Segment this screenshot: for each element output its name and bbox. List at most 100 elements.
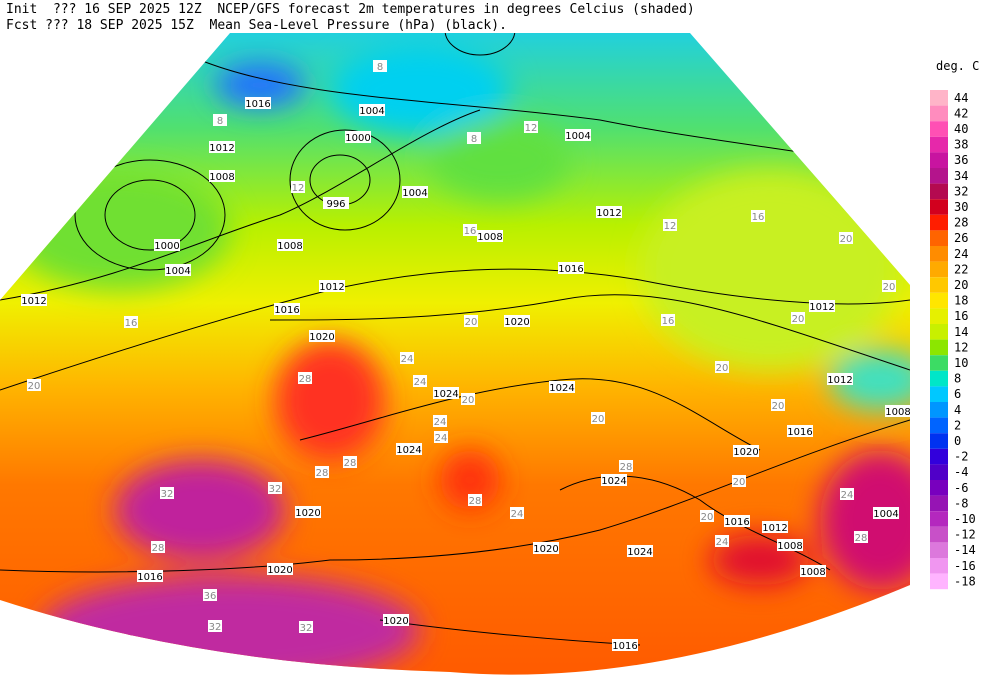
temperature-label-box xyxy=(663,219,677,231)
isobar-label-box xyxy=(396,443,422,455)
colorbar-swatch xyxy=(930,308,948,324)
temperature-label-box xyxy=(839,232,853,244)
isobar-label: 1008 xyxy=(885,407,910,418)
colorbar-label: 14 xyxy=(954,325,968,339)
colorbar-swatch xyxy=(930,339,948,356)
temperature-label-box xyxy=(771,399,785,411)
colorbar-label: 2 xyxy=(954,418,961,432)
temperature-label: 24 xyxy=(841,490,854,501)
temperature-label-box xyxy=(299,621,313,633)
colorbar-swatch xyxy=(930,448,948,465)
colorbar-label: -8 xyxy=(954,496,968,510)
temperature-label: 28 xyxy=(469,496,482,507)
colorbar-swatch xyxy=(930,355,948,371)
isobar-label: 1012 xyxy=(209,143,234,154)
isobar-label-box xyxy=(596,206,622,218)
temperature-label-box xyxy=(591,412,605,424)
isobar-label: 1008 xyxy=(277,241,302,252)
temperature-label: 20 xyxy=(465,317,478,328)
temperature-label-box xyxy=(854,531,868,543)
temperature-label-box xyxy=(151,541,165,553)
temperature-label-box xyxy=(203,589,217,601)
legend-title: deg. C xyxy=(936,59,979,73)
isobar-label-box xyxy=(565,129,591,141)
isobar-label-box xyxy=(165,264,191,276)
colorbar-label: 12 xyxy=(954,340,968,354)
isobar-label-box xyxy=(809,300,835,312)
colorbar-label: 10 xyxy=(954,356,968,370)
temperature-label: 16 xyxy=(125,318,138,329)
isobar-label-box xyxy=(477,230,503,242)
isobars xyxy=(0,33,910,646)
colorbar-swatch xyxy=(930,183,948,200)
temperature-label-box xyxy=(213,114,227,126)
isobar-label: 1016 xyxy=(787,427,812,438)
temperature-label-box xyxy=(468,494,482,506)
isobar-label-box xyxy=(359,104,385,116)
isobar-label: 1024 xyxy=(627,547,652,558)
colorbar-label: 26 xyxy=(954,231,968,245)
temperature-label: 12 xyxy=(525,123,538,134)
colorbar-label: -12 xyxy=(954,528,976,542)
colorbar-label: 16 xyxy=(954,309,968,323)
isobar-label: 1008 xyxy=(477,232,502,243)
colorbar-swatch xyxy=(930,246,948,262)
colorbar-swatch xyxy=(930,292,948,309)
colorbar-swatch xyxy=(930,121,948,137)
isobar-label-box xyxy=(277,239,303,251)
temperature-label-box xyxy=(434,431,448,443)
colorbar-swatch xyxy=(930,277,948,293)
temperature-label-box xyxy=(751,210,765,222)
colorbar-swatch xyxy=(930,168,948,184)
temperature-label-box xyxy=(463,224,477,236)
isobar-label: 1020 xyxy=(504,317,529,328)
temperature-label: 8 xyxy=(471,134,477,145)
colorbar-swatch xyxy=(930,199,948,215)
colorbar-label: 4 xyxy=(954,403,961,417)
colorbar-label: 18 xyxy=(954,294,968,308)
temperature-label: 20 xyxy=(792,314,805,325)
temperature-label: 8 xyxy=(217,116,223,127)
colorbar-label: 22 xyxy=(954,262,968,276)
isobar-label: 1004 xyxy=(359,106,384,117)
colorbar-label: -6 xyxy=(954,481,968,495)
isobar-label-box xyxy=(433,387,459,399)
temperature-label-box xyxy=(433,415,447,427)
isobar-label: 1012 xyxy=(319,282,344,293)
isobar-label: 1012 xyxy=(21,296,46,307)
temperature-label: 16 xyxy=(464,226,477,237)
colorbar-swatch xyxy=(930,370,948,387)
isobar-label: 1020 xyxy=(309,332,334,343)
temperature-label: 20 xyxy=(592,414,605,425)
isobar-label-box xyxy=(601,474,627,486)
temperature-label: 8 xyxy=(377,62,383,73)
temperature-label-box xyxy=(510,507,524,519)
temperature-label: 20 xyxy=(883,282,896,293)
temperature-label-box xyxy=(464,315,478,327)
isobar-label: 1004 xyxy=(402,188,427,199)
temperature-label: 20 xyxy=(701,512,714,523)
isobar-label-box xyxy=(873,507,899,519)
isobar-label: 1008 xyxy=(209,172,234,183)
temperature-label: 32 xyxy=(300,623,313,634)
colorbar-swatch xyxy=(930,511,948,527)
map-area: 1016 1012 1008 1004 1000 996 1004 1000 1004 1012 1… xyxy=(0,33,910,675)
temperature-label-box xyxy=(840,488,854,500)
colorbar-label: 30 xyxy=(954,200,968,214)
temperature-label: 24 xyxy=(414,377,427,388)
colorbar-label: 24 xyxy=(954,247,968,261)
temperature-label: 20 xyxy=(462,395,475,406)
isobar-label-box xyxy=(827,373,853,385)
temperature-label: 24 xyxy=(716,537,729,548)
temperature-label-box xyxy=(124,316,138,328)
temperature-label: 24 xyxy=(435,433,448,444)
isobar-label-box xyxy=(402,186,428,198)
isobar-label: 996 xyxy=(326,199,345,210)
isobar-label-box xyxy=(274,303,300,315)
colorbar-swatch xyxy=(930,152,948,168)
isobar-label-box xyxy=(800,565,826,577)
isobar-label: 1000 xyxy=(154,241,179,252)
isobar-label-box xyxy=(345,131,371,143)
header-init: Init ??? 16 SEP 2025 12Z NCEP/GFS foreca… xyxy=(6,2,695,17)
